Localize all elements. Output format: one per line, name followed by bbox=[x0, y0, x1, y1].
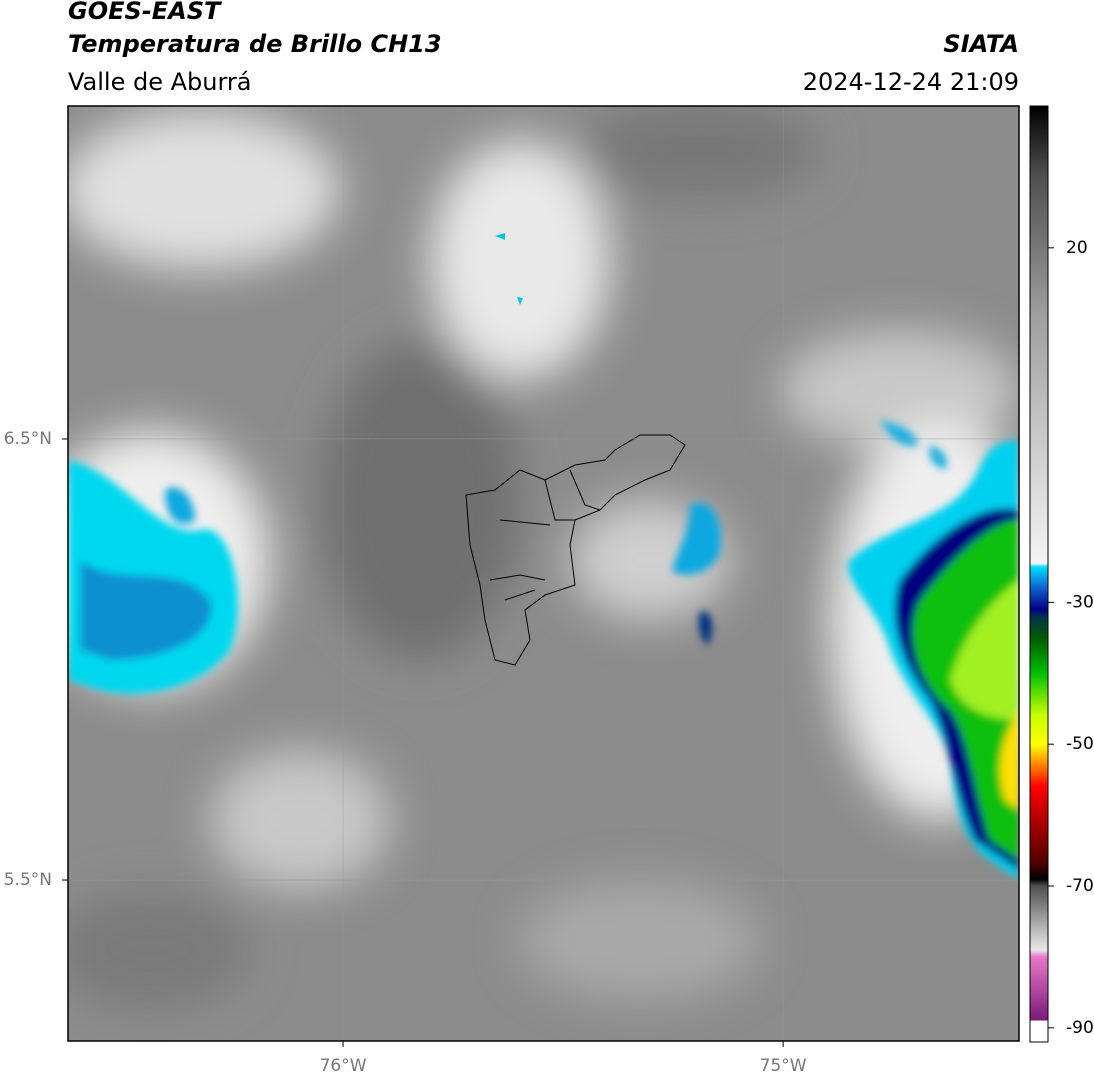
title: GOES-EAST bbox=[68, 0, 222, 25]
x-tick-label: 76°W bbox=[320, 1056, 367, 1076]
colorbar-tick-label: -30 bbox=[1066, 592, 1094, 612]
colorbar-tick-label: -90 bbox=[1066, 1018, 1094, 1038]
timestamp: 2024-12-24 21:09 bbox=[803, 68, 1019, 96]
colorbar bbox=[1029, 105, 1049, 1043]
colorbar-tick-label: -70 bbox=[1066, 876, 1094, 896]
colorbar-tick-label: 20 bbox=[1066, 238, 1088, 258]
satellite-image bbox=[68, 106, 1019, 1041]
map-frame bbox=[67, 105, 1020, 1042]
y-tick-label: 5.5°N bbox=[4, 870, 52, 890]
colorbar-tick-label: -50 bbox=[1066, 734, 1094, 754]
y-tick-label: 6.5°N bbox=[4, 429, 52, 449]
source: SIATA bbox=[943, 30, 1019, 58]
region: Valle de Aburrá bbox=[68, 68, 252, 96]
x-tick-label: 75°W bbox=[760, 1056, 807, 1076]
subtitle: Temperatura de Brillo CH13 bbox=[68, 30, 442, 58]
